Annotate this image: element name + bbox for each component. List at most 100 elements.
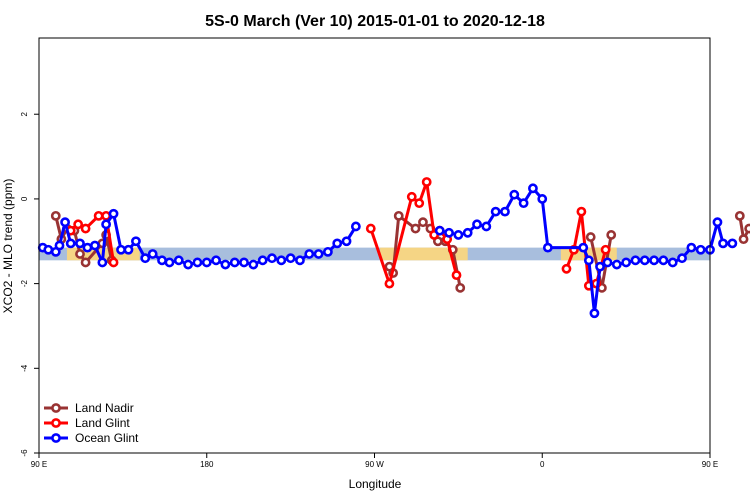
data-point — [451, 270, 462, 281]
data-point — [595, 261, 605, 272]
y-axis: 2 0 -2 -4 -6 — [20, 111, 39, 457]
data-point — [621, 257, 632, 268]
data-point — [93, 210, 104, 221]
data-point — [585, 232, 596, 242]
y-tick-label: 0 — [20, 196, 29, 201]
data-point — [718, 238, 728, 249]
data-point — [201, 257, 212, 268]
data-point — [583, 255, 594, 266]
data-point — [97, 257, 108, 268]
legend-swatch-marker — [51, 418, 61, 428]
series-line-segment — [572, 211, 583, 251]
data-point — [462, 227, 473, 238]
data-point — [606, 230, 617, 240]
data-point — [80, 223, 91, 234]
data-point — [649, 255, 659, 266]
data-point — [509, 189, 520, 200]
data-point — [393, 210, 404, 221]
data-point — [744, 223, 750, 234]
reference-band-0 — [39, 247, 710, 261]
series-layer — [37, 177, 750, 319]
data-point — [108, 208, 119, 219]
data-point — [211, 255, 221, 266]
data-point — [267, 253, 277, 264]
data-point — [542, 242, 553, 253]
data-point — [518, 198, 529, 209]
data-point — [73, 219, 84, 230]
data-point — [658, 255, 669, 266]
data-point — [418, 217, 428, 228]
series-line-segment — [589, 236, 604, 289]
series-line-segment — [100, 224, 108, 263]
data-point — [600, 244, 611, 255]
data-point — [410, 223, 421, 234]
x-tick-label: 180 — [200, 460, 214, 469]
data-point — [157, 255, 167, 266]
data-point — [738, 234, 749, 245]
series-1 — [65, 177, 750, 291]
data-point — [561, 263, 572, 274]
data-point — [537, 194, 548, 204]
data-point — [444, 227, 454, 238]
data-point — [712, 217, 723, 228]
x-tick-label: 90 E — [31, 460, 47, 469]
data-point — [140, 253, 151, 264]
data-point — [60, 217, 70, 228]
legend-item: Ocean Glint — [44, 431, 139, 445]
data-point — [183, 259, 194, 270]
data-point — [434, 225, 445, 236]
series-line-segment — [592, 266, 602, 314]
data-point — [734, 210, 745, 221]
data-point — [90, 240, 100, 251]
data-point — [75, 249, 85, 259]
data-point — [667, 257, 678, 268]
chart-title: 5S-0 March (Ver 10) 2015-01-01 to 2020-1… — [205, 13, 545, 30]
x-tick-label: 90 E — [702, 460, 718, 469]
data-point — [43, 244, 54, 255]
data-point — [239, 257, 249, 268]
series-line-segment — [425, 181, 436, 236]
legend-swatch-marker — [51, 403, 61, 413]
data-point — [472, 219, 482, 230]
data-point — [304, 249, 315, 259]
data-point — [602, 257, 613, 268]
series-line-segment — [451, 249, 462, 289]
data-point — [147, 249, 158, 259]
data-point — [75, 238, 85, 249]
data-point — [80, 257, 91, 268]
legend-label: Land Nadir — [75, 401, 134, 415]
series-2 — [37, 183, 738, 319]
data-point — [131, 236, 141, 247]
data-point — [108, 257, 119, 268]
data-point — [455, 282, 466, 293]
series-line-segment — [369, 228, 391, 285]
x-axis: 90 E 180 90 W 0 90 E — [31, 453, 718, 469]
data-point — [453, 230, 464, 240]
data-point — [323, 246, 333, 257]
data-point — [123, 244, 134, 255]
legend-label: Ocean Glint — [75, 431, 139, 445]
reference-band-2 — [380, 247, 468, 261]
series-line-segment — [587, 260, 596, 314]
data-point — [686, 242, 697, 253]
data-point — [313, 249, 324, 259]
x-axis-label: Longitude — [349, 477, 402, 491]
data-point — [82, 242, 93, 253]
legend-swatch-marker — [51, 433, 61, 443]
data-point — [295, 255, 305, 266]
data-point — [500, 206, 510, 217]
legend-label: Land Glint — [75, 416, 130, 430]
data-point — [248, 259, 259, 270]
data-point — [54, 240, 65, 251]
data-point — [589, 308, 600, 319]
data-point — [220, 259, 231, 270]
x-tick-label: 90 W — [365, 460, 384, 469]
data-point — [192, 257, 203, 268]
data-point — [365, 223, 376, 234]
data-point — [341, 236, 352, 247]
data-point — [727, 238, 738, 249]
data-point — [677, 253, 687, 264]
series-line-segment — [540, 198, 550, 248]
